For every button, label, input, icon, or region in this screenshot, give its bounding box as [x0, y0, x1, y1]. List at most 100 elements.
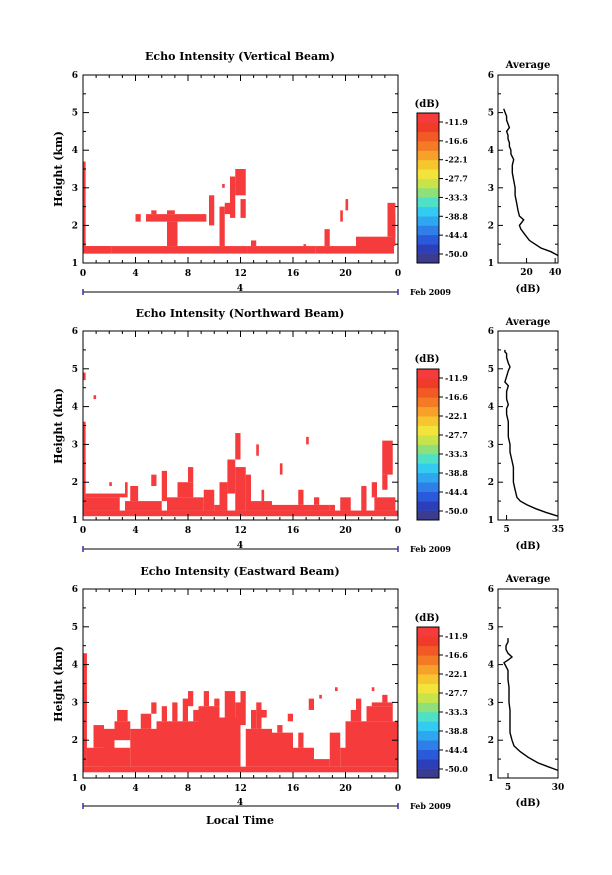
y-tick-label: 1	[488, 259, 494, 269]
colorbar-swatch	[417, 150, 439, 161]
day-axis: 4 Feb 2009	[82, 284, 451, 297]
colorbar-swatch	[417, 759, 439, 769]
average-profile: 1 2 3 4 5 6 20 40	[488, 71, 562, 278]
echo-cell	[387, 202, 396, 237]
panel-northward-beam: Echo Intensity (Northward Beam) 0 4 8 12 16 2…	[52, 307, 564, 554]
y-axis-label: Height (km)	[52, 646, 65, 722]
echo-cell	[130, 728, 157, 767]
echo-cell	[298, 489, 304, 505]
colorbar-swatch	[417, 141, 439, 151]
echo-cell	[151, 210, 157, 215]
day-marker: 4	[237, 798, 243, 808]
x-tick-label: 30	[552, 783, 565, 793]
x-tick-label: 40	[549, 268, 562, 278]
colorbar-swatch	[417, 501, 439, 511]
echo-cell	[247, 246, 316, 254]
y-tick-label: 4	[72, 146, 78, 156]
echo-cell	[193, 709, 199, 722]
echo-cell	[251, 709, 257, 729]
date-label: Feb 2009	[410, 544, 451, 554]
x-tick-label: 5	[505, 783, 511, 793]
echo-cell	[272, 504, 330, 511]
x-tick-label: 4	[132, 784, 138, 794]
average-line	[503, 638, 559, 772]
x-tick-label: 12	[234, 269, 247, 279]
echo-cell	[230, 691, 236, 722]
colorbar-swatch	[417, 253, 439, 264]
y-tick-label: 6	[488, 327, 494, 337]
echo-cell	[306, 436, 309, 445]
colorbar-tick-label: -27.7	[445, 688, 468, 698]
echo-cell	[172, 702, 178, 722]
echo-cell	[125, 482, 128, 498]
y-tick-label: 3	[72, 184, 78, 194]
colorbar-swatch	[417, 453, 439, 464]
average-frame	[497, 588, 559, 779]
colorbar-swatch	[417, 510, 439, 521]
y-tick-label: 2	[488, 221, 494, 231]
colorbar-swatch	[417, 234, 439, 245]
echo-cell	[298, 732, 304, 748]
colorbar-swatch	[417, 482, 439, 492]
echo-cell	[83, 766, 398, 773]
colorbar-tick-label: -33.3	[445, 707, 468, 717]
colorbar-scale: -11.9 -16.6 -22.1 -27.7 -33.3 -38.8 -44.4 -50.0	[416, 368, 468, 521]
colorbar-unit: (dB)	[415, 613, 440, 624]
x-tick-label: 0	[395, 269, 401, 279]
y-tick-label: 1	[488, 774, 494, 784]
echo-cell	[371, 702, 393, 707]
colorbar-tick-label: -44.4	[445, 487, 468, 497]
colorbar-tick-label: -44.4	[445, 230, 468, 240]
colorbar-tick-label: -11.9	[445, 631, 468, 641]
colorbar-swatch	[417, 721, 439, 732]
echo-cell	[83, 372, 86, 381]
colorbar-swatch	[417, 159, 439, 170]
echo-cell	[219, 482, 228, 511]
echo-cell	[324, 229, 330, 247]
colorbar-swatch	[417, 674, 439, 684]
echo-cell	[135, 214, 141, 222]
x-tick-label: 4	[132, 526, 138, 536]
colorbar-tick-label: -38.8	[445, 468, 468, 478]
y-tick-label: 3	[72, 440, 78, 450]
x-tick-label: 16	[287, 784, 300, 794]
echo-cell	[125, 501, 162, 511]
colorbar-swatch	[417, 378, 439, 389]
echo-cell	[235, 433, 241, 460]
x-tick-label: 0	[80, 784, 86, 794]
echo-cell	[177, 482, 194, 498]
colorbar-swatch	[417, 197, 439, 208]
echo-cell	[335, 687, 338, 692]
echo-cell	[198, 706, 220, 767]
y-tick-label: 6	[72, 71, 78, 81]
echo-cell	[83, 510, 398, 517]
colorbar-tick-label: -11.9	[445, 117, 468, 127]
echo-cell	[345, 721, 398, 767]
x-tick-label: 0	[80, 526, 86, 536]
echo-cell	[374, 497, 396, 511]
echo-cell	[93, 725, 104, 748]
colorbar-swatch	[417, 435, 439, 445]
average-xlabel: (dB)	[516, 541, 541, 552]
panel-title: Echo Intensity (Vertical Beam)	[145, 50, 335, 63]
colorbar-swatch	[417, 178, 439, 189]
colorbar-swatch	[417, 702, 439, 713]
y-tick-label: 5	[488, 623, 494, 633]
echo-cell	[209, 195, 215, 226]
y-tick-label: 4	[72, 661, 78, 671]
panel-eastward-beam: Echo Intensity (Eastward Beam) 0 4 8 12 16 20…	[52, 565, 564, 827]
panel-title: Echo Intensity (Northward Beam)	[136, 307, 345, 320]
colorbar-tick-label: -22.1	[445, 411, 468, 421]
y-tick-label: 5	[72, 109, 78, 119]
colorbar-swatch	[417, 369, 439, 379]
y-tick-label: 5	[72, 365, 78, 375]
y-tick-label: 6	[488, 71, 494, 81]
colorbar-swatch	[417, 444, 439, 455]
colorbar-swatch	[417, 749, 439, 760]
colorbar-scale: -11.9 -16.6 -22.1 -27.7 -33.3 -38.8 -44.4 -50.0	[416, 112, 468, 264]
colorbar-swatch	[417, 425, 439, 436]
average-xlabel: (dB)	[516, 798, 541, 809]
y-tick-label: 2	[488, 478, 494, 488]
colorbar-swatch	[417, 645, 439, 656]
